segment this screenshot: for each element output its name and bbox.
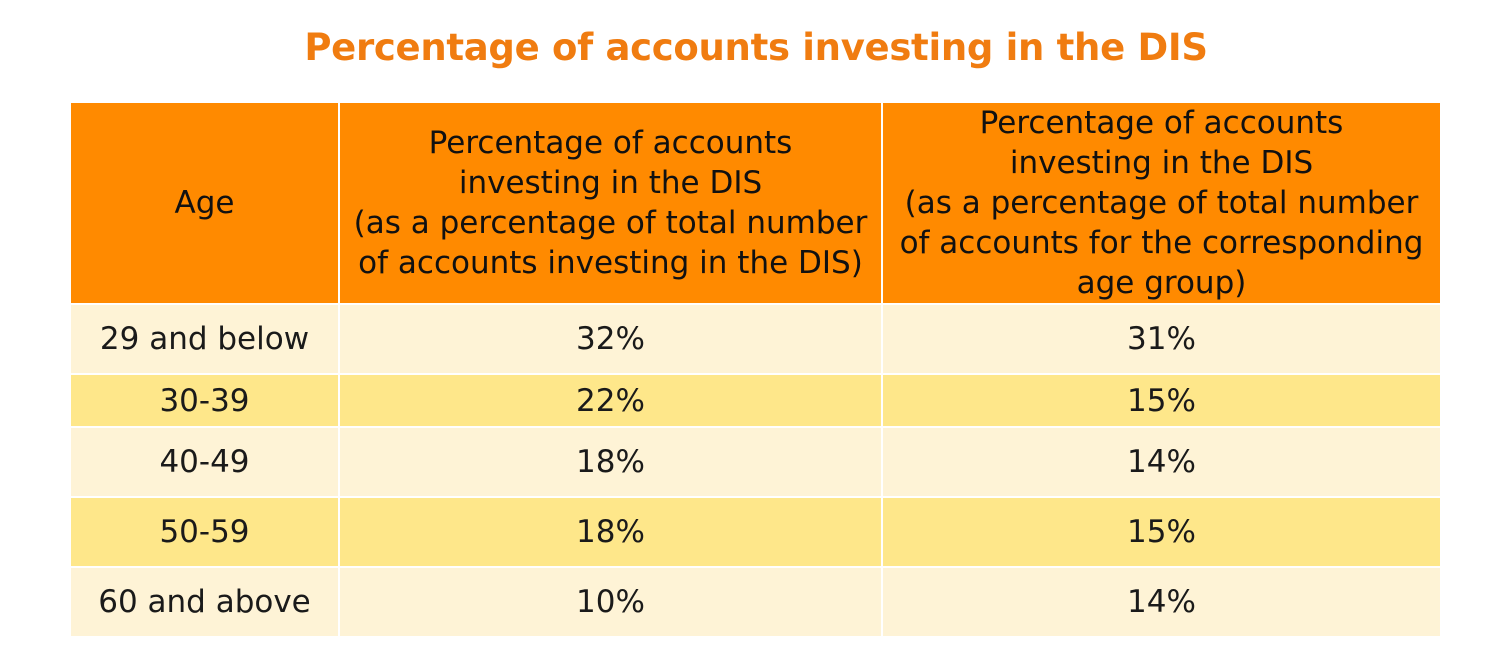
header-line: (as a percentage of total number [353, 205, 868, 241]
header-line: Percentage of accounts [428, 125, 793, 161]
age-cell: 40-49 [71, 426, 340, 498]
age-cell: 30-39 [71, 373, 340, 428]
column-header-age: Age [71, 103, 340, 305]
share-of-age-group-cell: 15% [881, 373, 1440, 428]
header-line: Percentage of accounts [979, 105, 1344, 141]
chart-title: Percentage of accounts investing in the … [304, 26, 1208, 69]
header-line: of accounts investing in the DIS) [358, 245, 863, 281]
age-cell: 50-59 [71, 496, 340, 568]
header-line: age group) [1076, 265, 1247, 301]
share-of-dis-accounts-cell: 32% [338, 303, 883, 375]
share-of-dis-accounts-cell: 10% [338, 566, 883, 638]
table-row: 40-49 18% 14% [71, 426, 1440, 498]
share-of-dis-accounts-cell: 18% [338, 496, 883, 568]
table-row: 50-59 18% 15% [71, 496, 1440, 568]
share-of-age-group-cell: 14% [881, 426, 1440, 498]
header-line: of accounts for the corresponding [899, 225, 1424, 261]
header-line: investing in the DIS [458, 165, 763, 201]
table-row: 29 and below 32% 31% [71, 303, 1440, 375]
share-of-dis-accounts-cell: 22% [338, 373, 883, 428]
data-table: Age Percentage of accounts investing in … [71, 103, 1440, 638]
age-cell: 60 and above [71, 566, 340, 638]
table-row: 30-39 22% 15% [71, 373, 1440, 428]
header-row: Age Percentage of accounts investing in … [71, 103, 1440, 305]
header-line: Age [174, 185, 235, 221]
header-line: investing in the DIS [1009, 145, 1314, 181]
column-header-share-of-dis-accounts: Percentage of accounts investing in the … [338, 103, 883, 305]
share-of-age-group-cell: 14% [881, 566, 1440, 638]
table-row: 60 and above 10% 14% [71, 566, 1440, 638]
age-cell: 29 and below [71, 303, 340, 375]
share-of-age-group-cell: 15% [881, 496, 1440, 568]
share-of-dis-accounts-cell: 18% [338, 426, 883, 498]
column-header-share-of-age-group: Percentage of accounts investing in the … [881, 103, 1440, 305]
header-line: (as a percentage of total number [904, 185, 1419, 221]
share-of-age-group-cell: 31% [881, 303, 1440, 375]
